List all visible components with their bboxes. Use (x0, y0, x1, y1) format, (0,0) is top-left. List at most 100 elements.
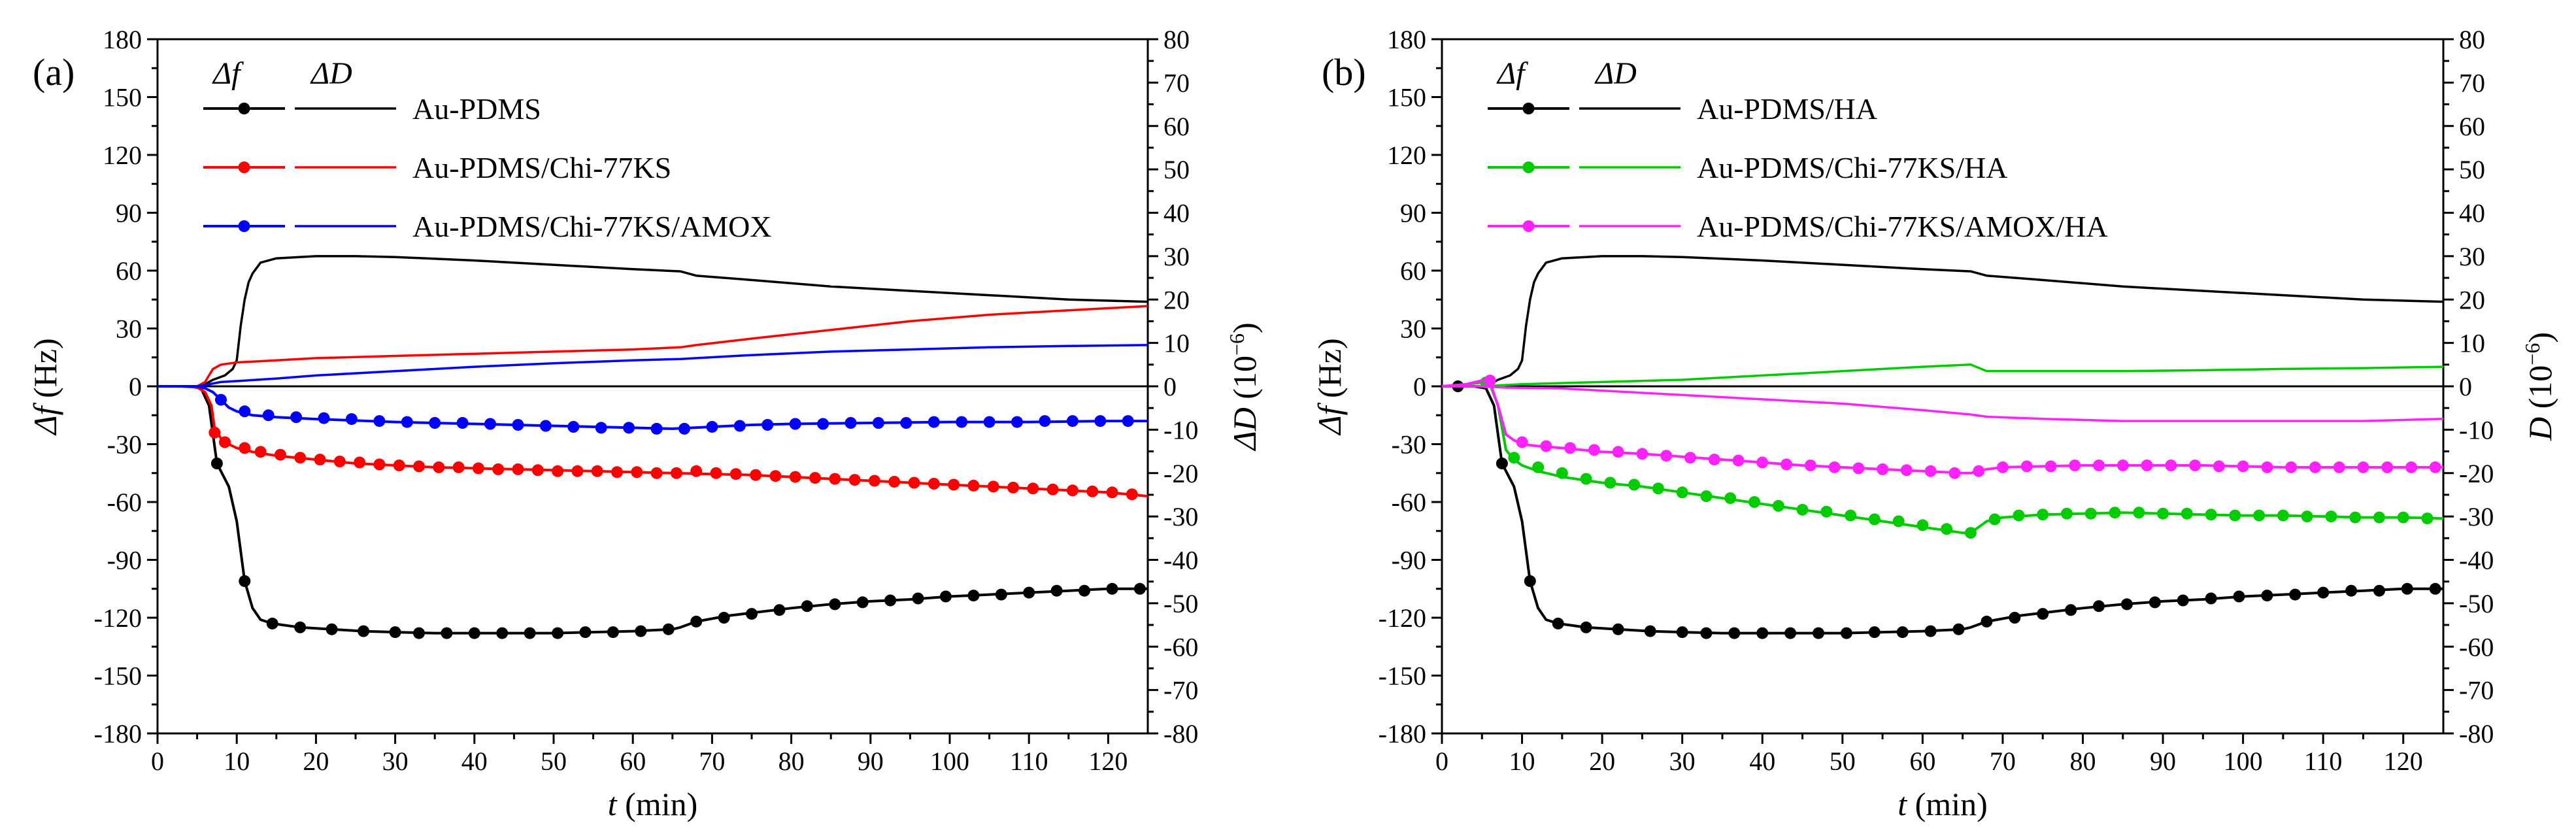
series-f-marker (552, 627, 564, 639)
series-f-marker (1027, 482, 1039, 495)
x-tick-label: 100 (930, 746, 969, 776)
series-f-marker (750, 469, 762, 481)
series-f-marker (1106, 486, 1118, 499)
series-f-marker (1039, 415, 1051, 427)
series-f-marker (239, 405, 251, 418)
series-f-marker (1676, 626, 1688, 639)
series-f-marker (1524, 575, 1536, 587)
series-f-marker (1949, 467, 1961, 479)
series-f-marker (2205, 592, 2217, 605)
series-f-marker (567, 421, 580, 433)
series-f-marker (2045, 460, 2057, 473)
series-1 (158, 305, 1148, 501)
series-f-marker (1612, 446, 1624, 458)
series-f-marker (2261, 461, 2273, 473)
y-left-tick-label: -150 (1379, 662, 1426, 691)
series-f-marker (1508, 452, 1520, 464)
series-f-marker (512, 463, 524, 475)
legend-f-marker (1522, 161, 1535, 173)
x-tick-label: 120 (2384, 746, 2423, 776)
series-f-marker (650, 467, 663, 479)
series-f-marker (512, 419, 524, 431)
series-f-marker (441, 627, 453, 639)
y-right-tick-label: -50 (1163, 589, 1198, 618)
legend-f-marker (1522, 103, 1535, 114)
series-f-marker (591, 465, 603, 477)
y-right-tick-label: -10 (2459, 415, 2494, 444)
series-f-marker (210, 458, 223, 469)
series-f-marker (345, 413, 358, 426)
series-f-marker (318, 412, 330, 424)
series-f-marker (358, 625, 370, 637)
series-f-marker (1756, 627, 1769, 639)
series-f-marker (1868, 513, 1881, 526)
x-tick-label: 90 (858, 746, 884, 776)
series-f-marker (856, 596, 869, 609)
x-tick-label: 80 (778, 746, 805, 776)
series-f-marker (2277, 509, 2289, 522)
series-f-marker (239, 575, 251, 587)
y-right-tick-label: -80 (2459, 719, 2494, 748)
series-f-marker (333, 456, 346, 467)
series-f-marker (1556, 467, 1568, 479)
series-f-marker (2301, 511, 2313, 523)
series-f-marker (789, 471, 801, 483)
series-f-marker (373, 415, 386, 427)
legend-label: Au-PDMS/Chi-77KS/HA (1697, 151, 2007, 184)
series-f-marker (829, 473, 841, 485)
series-f-marker (1973, 465, 1985, 477)
series-f-marker (1877, 463, 1889, 475)
series-f-marker (1892, 515, 1905, 528)
series-f-marker (1636, 448, 1648, 460)
chart-panel-a: 0 10 20 30 40 50 60 70 80 90 100 110 120180150120906… (27, 25, 1263, 822)
series-f-marker (1756, 456, 1769, 469)
series-f-marker (607, 626, 619, 639)
series-f-marker (1612, 623, 1624, 635)
series-f-marker (2429, 461, 2441, 473)
series-f-marker (1964, 527, 1977, 539)
series-f-marker (983, 416, 995, 428)
y-right-tick-label: -70 (2459, 676, 2494, 705)
series-f-marker (967, 590, 980, 602)
series-f-marker (2237, 460, 2249, 473)
legend: Δf ΔD Au-PDMS/HA Au-PDMS/Chi-77KS/HA Au-PDMS… (1488, 56, 2108, 243)
series-f-marker (1604, 477, 1616, 489)
series-f-marker (524, 627, 536, 639)
y-left-tick-label: -180 (1379, 719, 1426, 748)
series-f-marker (1580, 473, 1592, 485)
series-f-marker (2109, 507, 2121, 519)
series-f-marker (1996, 461, 2009, 473)
series-2 (158, 344, 1148, 435)
legend-f-marker (1522, 220, 1535, 232)
x-tick-label: 10 (1509, 746, 1535, 776)
series-f-marker (939, 590, 952, 603)
y-right-tick-label: 10 (2459, 329, 2485, 358)
series-f-marker (1896, 626, 1909, 639)
y-left-tick-label: 150 (103, 83, 142, 112)
series-f-marker (1748, 496, 1760, 508)
y-left-tick-label: 90 (1400, 199, 1426, 228)
series-f-marker (1828, 461, 1841, 473)
series-f-marker (2285, 461, 2298, 473)
y-left-tick-label: -90 (107, 546, 142, 575)
series-f-marker (2309, 461, 2321, 473)
y-left-tick-label: 30 (1400, 314, 1426, 344)
series-f-marker (1079, 584, 1090, 597)
series-f-marker (1684, 452, 1696, 464)
series-f-marker (1676, 486, 1688, 499)
series-f-marker (1728, 627, 1741, 639)
series-f-marker (670, 467, 682, 479)
series-f-marker (429, 417, 441, 429)
series-f-marker (1552, 617, 1564, 629)
series-f-marker (650, 422, 663, 435)
series-f-marker (2093, 460, 2105, 471)
series-f-marker (884, 594, 897, 607)
series-f-marker (2213, 460, 2225, 473)
y-left-tick-label: 0 (1413, 372, 1426, 401)
x-tick-label: 70 (699, 746, 725, 776)
series-d-line (158, 255, 1148, 388)
series-f-marker (1007, 481, 1019, 494)
series-f-marker (662, 623, 675, 635)
y-right-tick-label: -20 (1163, 459, 1198, 488)
series-f-marker (1708, 454, 1720, 466)
